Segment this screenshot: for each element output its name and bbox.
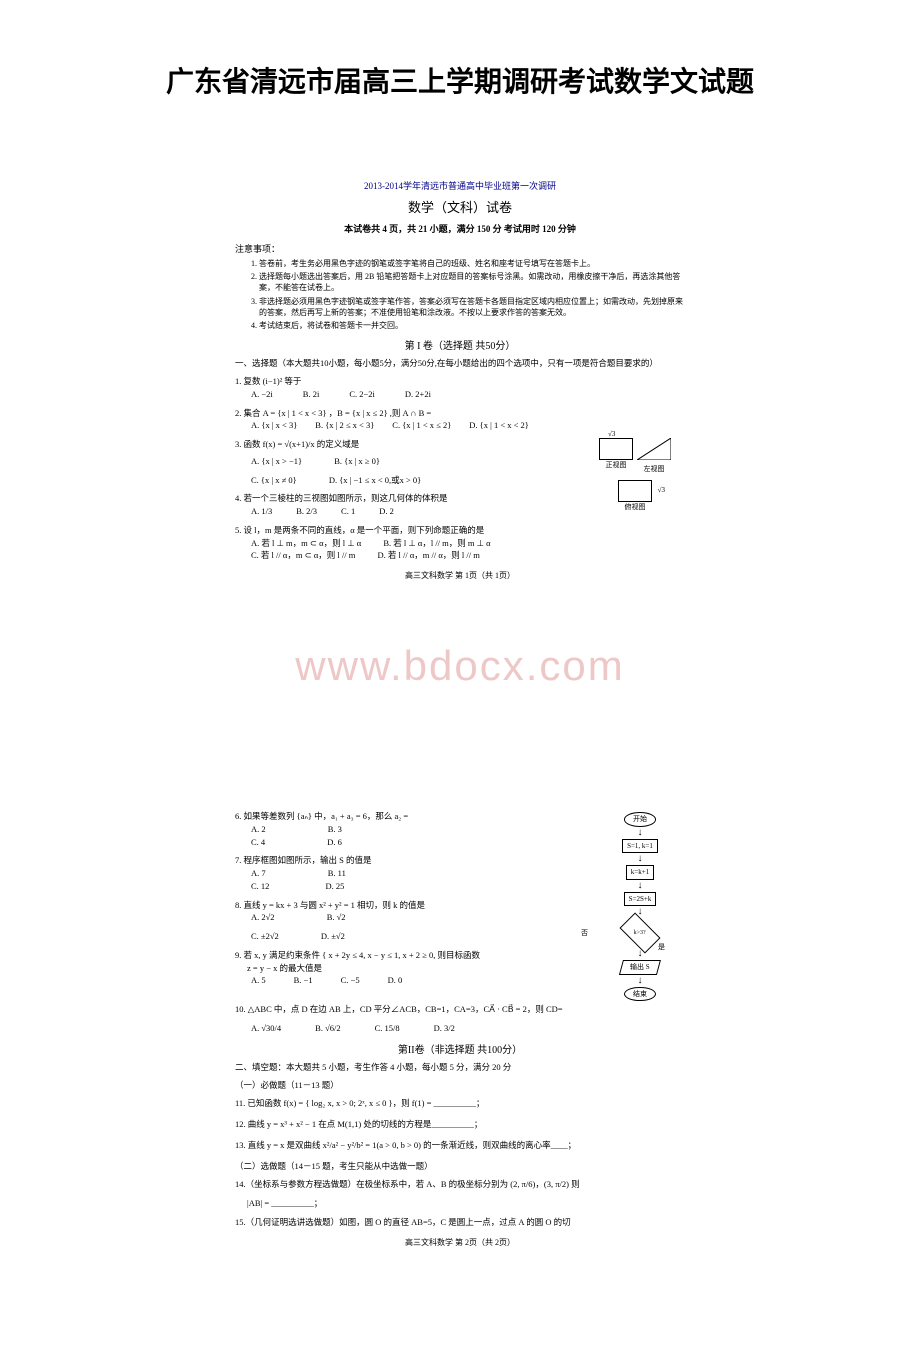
q1-opt-a: A. −2i: [251, 388, 273, 401]
question-10: 10. △ABC 中，点 D 在边 AB 上，CD 平分∠ACB，CB=1，CA…: [235, 1003, 685, 1035]
question-5-text: 5. 设 l，m 是两条不同的直线，α 是一个平面，则下列命题正确的是: [235, 524, 685, 537]
question-12: 12. 曲线 y = x³ + x² − 1 在点 M(1,1) 处的切线的方程…: [235, 1118, 685, 1131]
flow-yes-label: 是: [658, 942, 665, 953]
diagram-label-sqrt3-v: √3: [658, 485, 665, 496]
flow-condition: k>3?: [619, 913, 660, 954]
q4-opt-b: B. 2/3: [296, 505, 317, 518]
section-1-header: 第 I 卷（选择题 共50分）: [235, 339, 685, 354]
flow-init: S=1, k=1: [622, 839, 658, 854]
q4-opt-a: A. 1/3: [251, 505, 272, 518]
notice-item: 选择题每小题选出答案后，用 2B 铅笔把答题卡上对应题目的答案标号涂黑。如需改动…: [259, 271, 685, 293]
q2-opt-a: A. {x | x < 3}: [251, 419, 297, 432]
q6-opt-d: D. 6: [327, 837, 342, 847]
flow-arrow-icon: ↓: [595, 829, 685, 837]
exam-page-1: 2013-2014学年清远市普通高中毕业班第一次调研 数学（文科）试卷 本试卷共…: [235, 180, 685, 582]
exam-year-header: 2013-2014学年清远市普通高中毕业班第一次调研: [235, 180, 685, 194]
flow-arrow-icon: ↓: [595, 908, 685, 916]
question-14-text-b: |AB| = __________；: [235, 1197, 685, 1210]
question-1: 1. 复数 (i−1)² 等于 A. −2i B. 2i C. 2−2i D. …: [235, 375, 685, 401]
q7-opt-b: B. 11: [328, 868, 346, 878]
notice-item: 考试结束后，将试卷和答题卡一并交回。: [259, 320, 685, 331]
diagram-label-sqrt3: √3: [608, 429, 615, 440]
section-2-header: 第II卷（非选择题 共100分）: [235, 1043, 685, 1058]
q8-opt-a: A. 2√2: [251, 912, 275, 922]
q9-opt-c: C. −5: [341, 974, 360, 987]
three-view-diagram: √3 正视图 左视图 √3 俯视图: [585, 438, 685, 513]
question-10-text: 10. △ABC 中，点 D 在边 AB 上，CD 平分∠ACB，CB=1，CA…: [235, 1003, 685, 1016]
q5-opt-b: B. 若 l ⊥ α，l // m，则 m ⊥ α: [383, 538, 490, 548]
flow-end: 结束: [624, 987, 656, 1002]
q6-opt-a: A. 2: [251, 824, 266, 834]
q10-opt-c: C. 15/8: [375, 1022, 400, 1035]
q3-opt-a: A. {x | x > −1}: [251, 456, 302, 466]
flow-start: 开始: [624, 812, 656, 827]
notice-list: 答卷前，考生务必用黑色字迹的钢笔或签字笔将自己的班级、姓名和座考证号填写在答题卡…: [235, 258, 685, 331]
flow-sum: S=2S+k: [624, 892, 657, 907]
question-14-text: 14.（坐标系与参数方程选做题）在极坐标系中，若 A、B 的极坐标分别为 (2,…: [235, 1178, 685, 1191]
notice-header: 注意事项：: [235, 243, 685, 257]
flow-output: 输出 S: [619, 960, 661, 975]
section-1-desc: 一、选择题（本大题共10小题，每小题5分，满分50分,在每小题给出的四个选项中，…: [235, 358, 685, 369]
q2-opt-b: B. {x | 2 ≤ x < 3}: [315, 419, 374, 432]
notice-item: 答卷前，考生务必用黑色字迹的钢笔或签字笔将自己的班级、姓名和座考证号填写在答题卡…: [259, 258, 685, 269]
q5-opt-a: A. 若 l ⊥ m，m ⊂ α，则 l ⊥ α: [251, 538, 361, 548]
question-5: 5. 设 l，m 是两条不同的直线，α 是一个平面，则下列命题正确的是 A. 若…: [235, 524, 685, 562]
q1-opt-d: D. 2+2i: [405, 388, 431, 401]
q8-opt-d: D. ±√2: [321, 931, 345, 941]
watermark: www.bdocx.com: [90, 642, 830, 690]
top-view-label: 俯视图: [585, 502, 685, 513]
q10-opt-b: B. √6/2: [315, 1022, 340, 1035]
question-13: 13. 直线 y = x 是双曲线 x²/a² − y²/b² = 1(a > …: [235, 1139, 685, 1152]
q9-opt-b: B. −1: [294, 974, 313, 987]
question-11: 11. 已知函数 f(x) = { log₂ x, x > 0; 2ˣ, x ≤…: [235, 1097, 685, 1110]
question-15: 15.（几何证明选讲选做题）如图，圆 O 的直径 AB=5，C 是圆上一点，过点…: [235, 1216, 685, 1229]
: D. 25: [326, 881, 345, 891]
notice-item: 非选择题必须用黑色字迹钢笔或签字笔作答，答案必须写在答题卡各题目指定区域内相应位…: [259, 296, 685, 318]
q3-opt-c: C. {x | x ≠ 0}: [251, 475, 297, 485]
exam-info-line: 本试卷共 4 页，共 21 小题，满分 150 分 考试用时 120 分钟: [235, 223, 685, 237]
q3-opt-d: D. {x | −1 ≤ x < 0,或x > 0}: [329, 475, 421, 485]
q4-opt-c: C. 1: [341, 505, 355, 518]
q1-opt-c: C. 2−2i: [349, 388, 375, 401]
q3-opt-b: B. {x | x ≥ 0}: [334, 456, 380, 466]
side-view-label: 左视图: [637, 464, 671, 475]
q8-opt-b: B. √2: [327, 912, 346, 922]
q5-opt-d: D. 若 l // α，m // α，则 l // m: [377, 550, 479, 560]
q8-opt-c: C. ±2√2: [251, 931, 279, 941]
required-header: （一）必做题（11－13 题）: [235, 1079, 685, 1092]
q10-opt-d: D. 3/2: [434, 1022, 455, 1035]
question-1-text: 1. 复数 (i−1)² 等于: [235, 375, 685, 388]
q7-opt-a: A. 7: [251, 868, 266, 878]
q1-opt-b: B. 2i: [303, 388, 320, 401]
optional-header: （二）选做题（14－15 题，考生只能从中选做一题）: [235, 1160, 685, 1173]
exam-subtitle: 数学（文科）试卷: [235, 198, 685, 218]
question-14: 14.（坐标系与参数方程选做题）在极坐标系中，若 A、B 的极坐标分别为 (2,…: [235, 1178, 685, 1210]
q2-opt-d: D. {x | 1 < x < 2}: [469, 419, 529, 432]
q6-opt-c: C. 4: [251, 837, 265, 847]
flow-no-label: 否: [581, 928, 588, 939]
flow-arrow-icon: ↓: [595, 977, 685, 985]
flow-step: k=k+1: [626, 865, 654, 880]
page2-footer: 高三文科数学 第 2页（共 2页）: [235, 1237, 685, 1249]
q6-opt-b: B. 3: [328, 824, 342, 834]
question-3-4-block: √3 正视图 左视图 √3 俯视图: [235, 438, 685, 518]
exam-page-2: 开始 ↓ S=1, k=1 ↓ k=k+1 ↓ S=2S+k ↓ 否 k>3? …: [235, 810, 685, 1249]
flow-arrow-icon: ↓: [595, 882, 685, 890]
q9-opt-a: A. 5: [251, 974, 266, 987]
question-2-text: 2. 集合 A = {x | 1 < x < 3} ，B = {x | x ≤ …: [235, 407, 685, 420]
main-title: 广东省清远市届高三上学期调研考试数学文试题: [90, 60, 830, 100]
q9-opt-d: D. 0: [388, 974, 403, 987]
page1-footer: 高三文科数学 第 1页（共 1页）: [235, 570, 685, 582]
section-2-desc: 二、填空题：本大题共 5 小题，考生作答 4 小题，每小题 5 分，满分 20 …: [235, 1062, 685, 1073]
q5-opt-c: C. 若 l // α，m ⊂ α，则 l // m: [251, 550, 355, 560]
question-2: 2. 集合 A = {x | 1 < x < 3} ，B = {x | x ≤ …: [235, 407, 685, 433]
flow-arrow-icon: ↓: [595, 855, 685, 863]
q10-opt-a: A. √30/4: [251, 1022, 281, 1035]
q4-opt-d: D. 2: [379, 505, 394, 518]
flow-arrow-icon: ↓: [595, 950, 685, 958]
flowchart-diagram: 开始 ↓ S=1, k=1 ↓ k=k+1 ↓ S=2S+k ↓ 否 k>3? …: [595, 810, 685, 1003]
q7-opt-c: C. 12: [251, 881, 269, 891]
q2-opt-c: C. {x | 1 < x ≤ 2}: [392, 419, 451, 432]
front-view-label: 正视图: [599, 460, 633, 471]
